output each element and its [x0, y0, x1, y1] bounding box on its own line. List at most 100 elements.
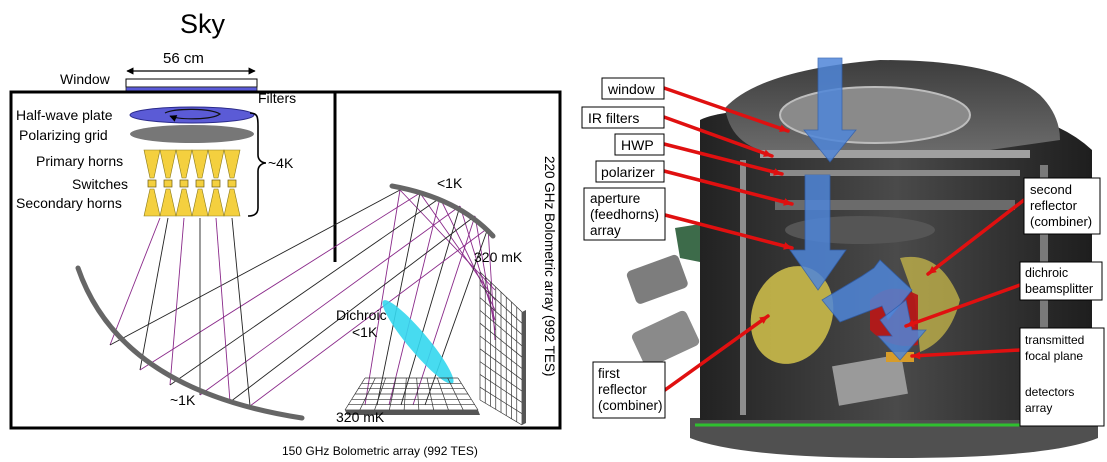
temp-320-right-label: 320 mK [474, 249, 523, 265]
horizontal-array-label: 150 GHz Bolometric array (992 TES) [282, 444, 478, 458]
callout-dichroic-line1: dichroic [1025, 266, 1068, 280]
ray-segment [199, 205, 461, 396]
callout-second-line1: second [1030, 182, 1072, 197]
switch [211, 179, 221, 188]
temp-mirror-top-label: <1K [437, 175, 463, 191]
callout-first-reflector [592, 361, 666, 419]
first-reflector [750, 266, 834, 364]
switch [179, 179, 189, 188]
callout-dichroic-line2: beamsplitter [1025, 282, 1093, 296]
callout-pointers [662, 86, 1026, 392]
callout-detectors-line1: detectors [1025, 385, 1074, 399]
secondary-horns-label: Secondary horns [16, 195, 122, 211]
hwp-label: Half-wave plate [16, 107, 113, 123]
callout-detectors-line2: array [1025, 401, 1052, 415]
vertical-array-label: 220 GHz Bolometric array (992 TES) [542, 156, 557, 376]
ray-segment [109, 217, 161, 346]
ray-segment [412, 215, 476, 406]
ray-segment [169, 197, 441, 386]
ray-segment [388, 197, 441, 406]
dichroic-temp-label: <1K [352, 324, 378, 340]
array-grid-line [479, 284, 523, 324]
beam-arrow-middle [789, 174, 847, 291]
ray-segment [231, 217, 251, 407]
pointer-aperture [663, 213, 794, 250]
cryostat-frame [9, 90, 562, 430]
green-panel [675, 224, 700, 262]
secondary-horn [175, 188, 193, 217]
array-grid-line [479, 271, 523, 313]
side-connector-lower [632, 310, 700, 368]
callout-second-line2: reflector [1030, 198, 1078, 213]
secondary-horns [143, 188, 241, 217]
array-grid-line [479, 322, 523, 358]
array-grid-line [479, 386, 523, 414]
callout-window [601, 77, 665, 100]
polarizer-plate [775, 200, 1015, 210]
light-rays [109, 189, 496, 407]
horizontal-detector-array [344, 377, 480, 415]
callout-dichroic [1019, 261, 1103, 301]
ray-segment [487, 227, 496, 341]
primary-horn [159, 149, 177, 179]
callout-first-line2: reflector [598, 382, 647, 397]
window-label: Window [60, 71, 111, 87]
beam-arrow-down [877, 299, 927, 361]
pointer-second-reflector [926, 198, 1026, 276]
temp-4k-label: ~4K [268, 155, 294, 171]
callout-aperture-line3: array [590, 223, 621, 238]
beam-arrow-right [821, 259, 913, 323]
pointer-dichroic-head [906, 319, 915, 327]
pointer-window-head [779, 124, 788, 133]
pointer-ir-filters-head [763, 149, 772, 157]
pointer-dichroic [904, 283, 1022, 328]
callout-transmitted-line2: focal plane [1025, 349, 1083, 363]
rotation-arrow-icon [164, 108, 222, 122]
secondary-mirror [389, 183, 496, 239]
secondary-horn [207, 188, 225, 217]
pointer-focal-plane [910, 348, 1022, 358]
ray-segment [376, 192, 421, 406]
detector-module [832, 354, 908, 406]
primary-horn [143, 149, 161, 179]
width-label: 56 cm [163, 50, 204, 67]
switch [195, 179, 205, 188]
pointer-polarizer-head [783, 198, 792, 206]
secondary-horn [159, 188, 177, 217]
pointer-second-reflector-head [928, 265, 937, 274]
polarizing-grid [130, 125, 254, 143]
array-grid-line [479, 399, 523, 426]
hwp-plate [770, 170, 1020, 176]
callout-window-label: window [607, 81, 656, 97]
secondary-horn [191, 188, 209, 217]
array-grid-line [479, 297, 523, 335]
secondary-horn [143, 188, 161, 217]
callout-second-reflector [1023, 177, 1101, 235]
pointer-hwp [662, 142, 784, 176]
sky-label: Sky [180, 9, 226, 39]
array-edge [345, 410, 480, 415]
ray-segment [424, 227, 489, 406]
callout-hwp [614, 133, 665, 156]
callout-focal-plane [1019, 327, 1105, 427]
ray-segment [399, 189, 496, 291]
switch [163, 179, 173, 188]
ray-segment [109, 189, 401, 346]
primary-horn [175, 149, 193, 179]
array-grid-line [479, 361, 523, 392]
ray-segment [139, 217, 169, 371]
callout-first-line1: first [598, 366, 620, 381]
callout-aperture-line2: (feedhorns) [590, 207, 659, 222]
temp-mirror-bottom-label: ~1K [170, 392, 196, 408]
pointer-window [662, 86, 790, 133]
array-grid-line [479, 335, 523, 369]
pointer-aperture-head [783, 242, 792, 250]
switch [147, 179, 157, 188]
temperature-brace [247, 112, 267, 217]
ray-segment [169, 217, 185, 386]
callout-hwp-label: HWP [621, 137, 654, 153]
ray-segment [459, 205, 496, 321]
primary-horns [143, 149, 241, 179]
callout-aperture [583, 187, 666, 241]
